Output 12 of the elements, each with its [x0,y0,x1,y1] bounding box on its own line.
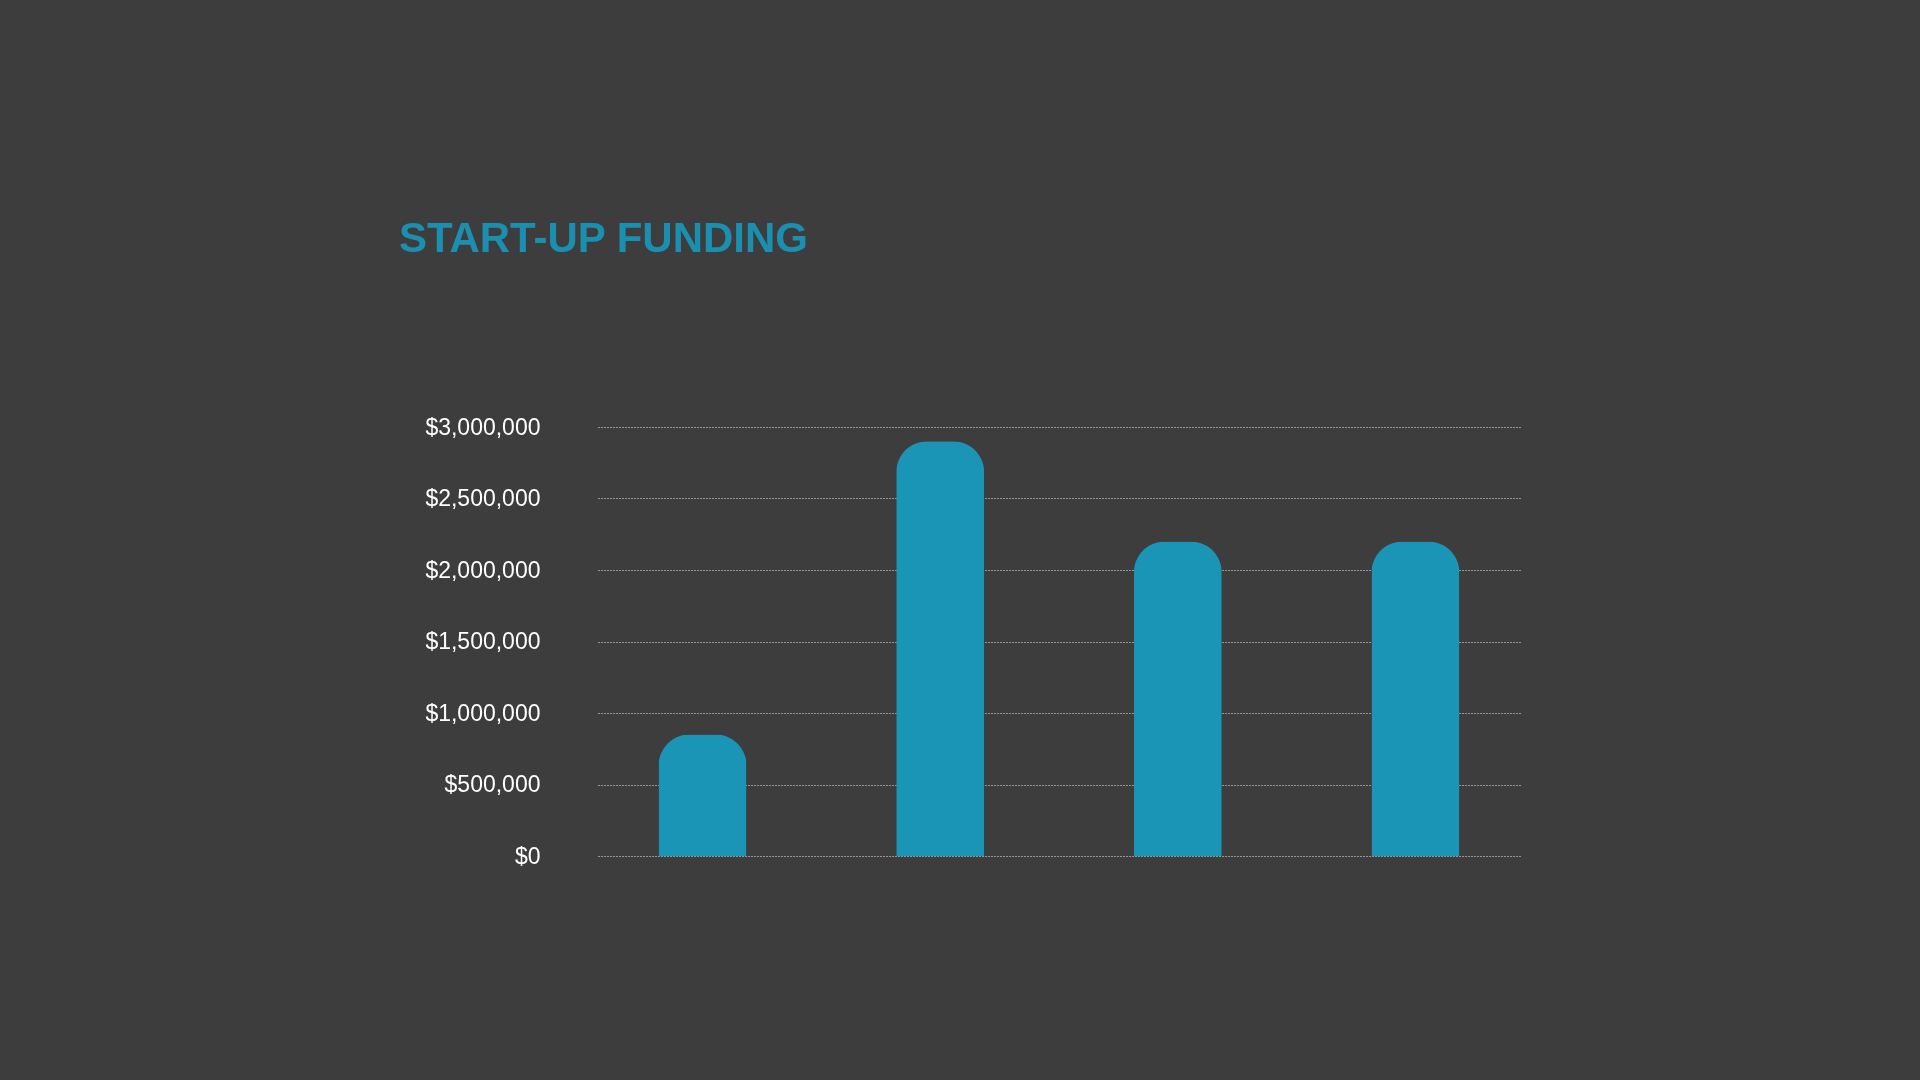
chart-title: START-UP FUNDING [398,214,809,261]
y-tick-label: $2,500,000 [425,485,541,511]
bar [1371,541,1460,856]
y-tick-label: $500,000 [444,771,541,797]
y-tick-label: $2,000,000 [425,556,541,583]
y-tick-label: $3,000,000 [425,413,541,440]
y-tick-label: $1,000,000 [425,699,541,726]
bar [658,734,747,856]
y-tick-label: $1,500,000 [425,628,541,654]
bar [896,441,985,856]
bar [1133,541,1222,856]
y-tick-label: $0 [514,842,541,869]
